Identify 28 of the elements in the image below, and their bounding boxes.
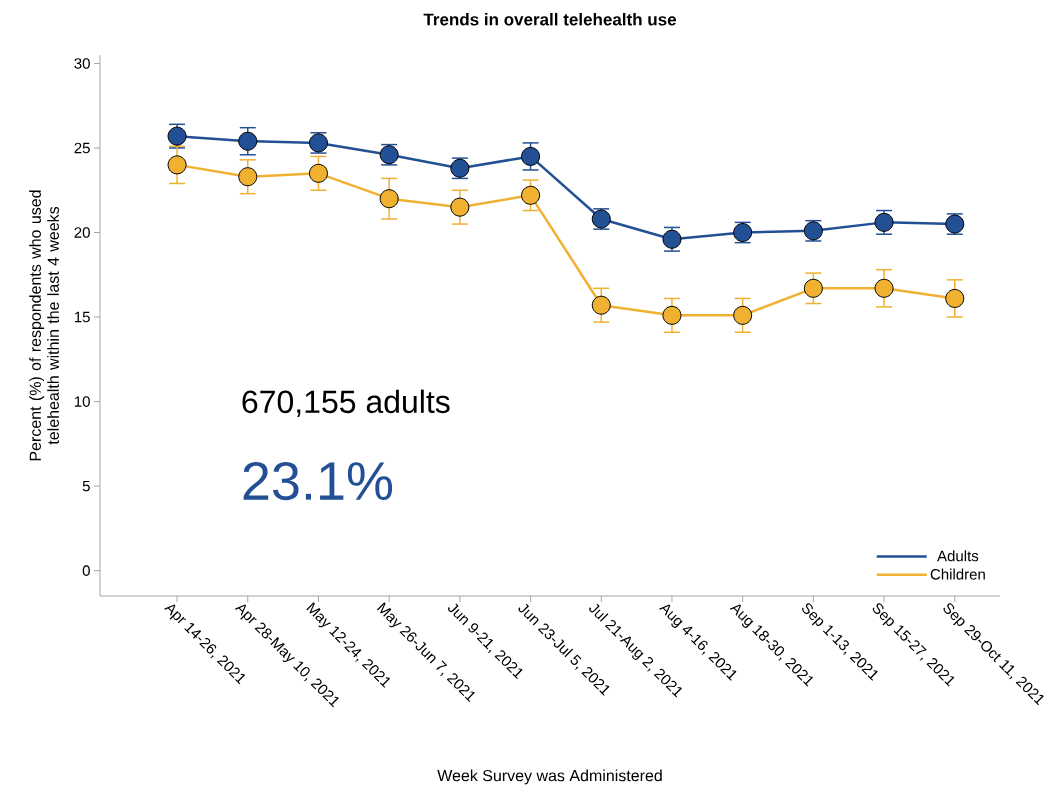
point bbox=[521, 146, 541, 166]
chart-title: Trends in overall telehealth use bbox=[423, 13, 677, 26]
legend-label: Adults bbox=[937, 550, 979, 562]
point bbox=[803, 278, 823, 298]
point bbox=[521, 185, 541, 205]
y-tick-label: 25 bbox=[74, 142, 90, 154]
point bbox=[733, 305, 753, 325]
point bbox=[238, 131, 258, 151]
annotation: 670,155 adults bbox=[242, 389, 450, 417]
point bbox=[238, 167, 258, 187]
point bbox=[308, 163, 328, 183]
point bbox=[662, 305, 682, 325]
y-tick-label: 15 bbox=[74, 311, 90, 323]
point bbox=[874, 278, 894, 298]
y-tick-label: 5 bbox=[82, 480, 90, 492]
y-tick-label: 20 bbox=[74, 227, 90, 238]
point bbox=[591, 295, 611, 315]
x-axis-title: Week Survey was Administered bbox=[437, 769, 662, 785]
y-tick-label: 0 bbox=[82, 565, 90, 576]
y-tick-label: 10 bbox=[74, 396, 90, 407]
point bbox=[167, 155, 187, 175]
legend-label: Children bbox=[930, 568, 985, 580]
y-tick-label: 30 bbox=[74, 58, 90, 69]
annotation: 23.1% bbox=[243, 461, 393, 501]
point bbox=[450, 197, 470, 217]
point bbox=[945, 288, 965, 308]
y-axis-title: Percent (%) of respondents who used telehealth within the last 4 weeks bbox=[29, 190, 59, 461]
point bbox=[379, 189, 399, 209]
